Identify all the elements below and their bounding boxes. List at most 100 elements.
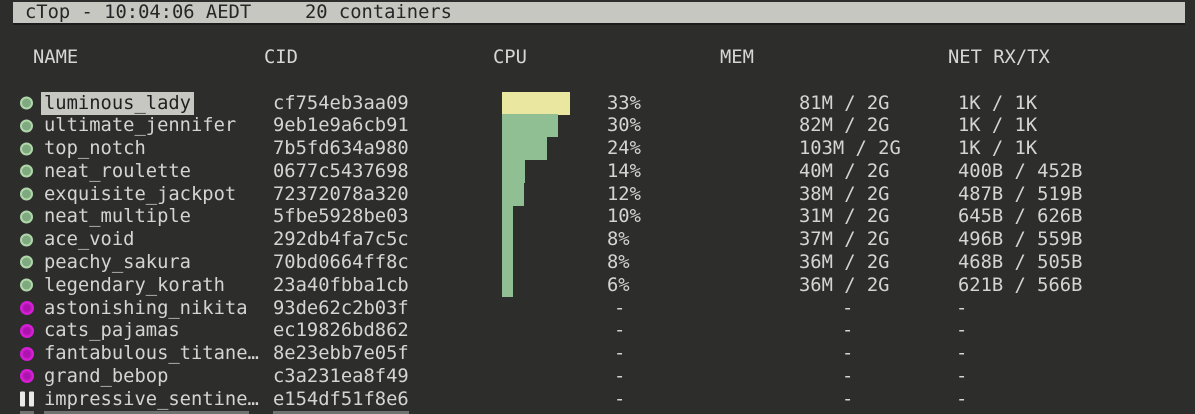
container-name: grand_bebop [44, 365, 169, 387]
container-name: peachy_sakura [44, 251, 191, 273]
column-header-cpu: CPU [493, 47, 527, 68]
top-status-bar: cTop - 10:04:06 AEDT 20 containers [13, 2, 1185, 25]
container-name: cats_pajamas [44, 320, 180, 342]
container-row[interactable]: astonishing_nikita 93de62c2b03f - - - [0, 297, 1195, 320]
status-icon-exited [20, 369, 34, 384]
mem-value: 37M / 2G [799, 229, 890, 251]
status-icon-running [20, 96, 33, 110]
container-name: astonishing_nikita [44, 297, 248, 319]
container-cid: 93de62c2b03f [273, 297, 409, 319]
container-cid: 7b5fd634a980 [273, 138, 409, 160]
cpu-value: 6% [607, 274, 630, 296]
status-icon-running [20, 278, 33, 292]
container-row[interactable]: neat_roulette 0677c5437698 14% 40M / 2G 400B… [0, 159, 1195, 183]
container-cid: 292db4fa7c5c [273, 229, 409, 251]
container-row[interactable]: grand_bebop c3a231ea8f49 - - - [0, 365, 1195, 388]
container-cid: ec19826bd862 [273, 320, 409, 342]
net-value: 645B / 626B [958, 206, 1083, 228]
container-cid: 70bd0664ff8c [273, 251, 409, 273]
net-value: 1K / 1K [958, 115, 1038, 137]
status-icon-running [20, 164, 33, 178]
container-name: ace_void [44, 229, 135, 251]
status-icon-running [20, 210, 33, 224]
column-header-netrxtx: NET RX/TX [948, 47, 1050, 68]
net-value: 468B / 505B [958, 251, 1083, 273]
cpu-value-empty: - [614, 388, 626, 410]
status-icon-exited [20, 346, 34, 361]
mem-value: 82M / 2G [799, 115, 890, 137]
cpu-bar [502, 228, 513, 252]
net-value: 400B / 452B [958, 160, 1083, 182]
mem-value: 103M / 2G [799, 138, 901, 160]
container-cid: e154df51f8e6 [273, 388, 409, 410]
cpu-value: 10% [607, 206, 641, 228]
net-value: 1K / 1K [958, 92, 1038, 114]
column-header-mem: MEM [720, 47, 754, 68]
container-row[interactable]: top_notch 7b5fd634a980 24% 103M / 2G 1K / 1K [0, 137, 1195, 161]
container-row[interactable]: luminous_lady cf754eb3aa09 33% 81M / 2G 1K /… [0, 91, 1195, 115]
container-row[interactable]: fantabulous_titane… 8e23ebb7e05f - - - [0, 342, 1195, 365]
container-cid: 9eb1e9a6cb91 [273, 115, 409, 137]
cpu-value: 8% [607, 229, 630, 251]
container-row[interactable]: neat_multiple 5fbe5928be03 10% 31M / 2G 645B… [0, 205, 1195, 229]
net-value-empty: - [956, 365, 968, 387]
mem-value: 40M / 2G [799, 160, 890, 182]
status-icon-running [20, 187, 33, 201]
container-row[interactable]: ultimate_jennifer 9eb1e9a6cb91 30% 82M / 2G… [0, 114, 1195, 138]
container-name: ultimate_jennifer [44, 115, 237, 137]
mem-value-empty: - [842, 388, 854, 410]
cpu-value-empty: - [614, 297, 626, 319]
container-name: neat_roulette [44, 160, 191, 182]
status-icon-exited [20, 323, 34, 338]
cpu-value-empty: - [614, 343, 626, 365]
cpu-value: 24% [607, 138, 641, 160]
cpu-value: 12% [607, 183, 641, 205]
container-row[interactable]: cats_pajamas ec19826bd862 - - - [0, 319, 1195, 342]
cpu-value: 8% [607, 251, 630, 273]
status-icon-running [20, 119, 33, 133]
cpu-value: 33% [607, 92, 641, 114]
column-header-cid: CID [264, 47, 298, 68]
status-icon-running [20, 142, 33, 156]
cpu-bar [502, 250, 513, 274]
cpu-bar [502, 91, 570, 115]
clipped-next-row-cid [273, 411, 409, 414]
net-value-empty: - [956, 388, 968, 410]
container-row[interactable]: peachy_sakura 70bd0664ff8c 8% 36M / 2G 468B … [0, 250, 1195, 274]
container-row[interactable]: ace_void 292db4fa7c5c 8% 37M / 2G 496B / 559… [0, 228, 1195, 252]
app-title-clock: cTop - 10:04:06 AEDT [25, 2, 252, 23]
container-cid: cf754eb3aa09 [273, 92, 409, 114]
container-cid: 72372078a320 [273, 183, 409, 205]
cpu-value-empty: - [614, 320, 626, 342]
mem-value-empty: - [842, 365, 854, 387]
container-cid: 23a40fbba1cb [273, 274, 409, 296]
cpu-bar [502, 182, 524, 206]
mem-value-empty: - [842, 343, 854, 365]
status-icon-exited [20, 301, 34, 316]
container-name: neat_multiple [44, 206, 191, 228]
cpu-value: 30% [607, 115, 641, 137]
net-value: 487B / 519B [958, 183, 1083, 205]
container-cid: 5fbe5928be03 [273, 206, 409, 228]
container-cid: 0677c5437698 [273, 160, 409, 182]
container-row[interactable]: legendary_korath 23a40fbba1cb 6% 36M / 2G 62… [0, 273, 1195, 297]
container-cid: 8e23ebb7e05f [273, 343, 409, 365]
net-value-empty: - [956, 343, 968, 365]
cpu-value-empty: - [614, 365, 626, 387]
mem-value: 31M / 2G [799, 206, 890, 228]
net-value: 496B / 559B [958, 229, 1083, 251]
container-row[interactable]: exquisite_jackpot 72372078a320 12% 38M / 2G… [0, 182, 1195, 206]
container-cid: c3a231ea8f49 [273, 365, 409, 387]
container-name: impressive_sentine… [44, 388, 259, 410]
container-row[interactable]: impressive_sentine… e154df51f8e6 - - - [0, 388, 1195, 411]
net-value-empty: - [956, 320, 968, 342]
status-icon-paused [20, 391, 34, 407]
status-icon-running [20, 233, 33, 247]
cpu-bar [502, 273, 513, 297]
cpu-value: 14% [607, 160, 641, 182]
status-icon-running [20, 255, 33, 269]
mem-value: 81M / 2G [799, 92, 890, 114]
cpu-bar [502, 114, 558, 138]
cpu-bar [502, 159, 525, 183]
mem-value-empty: - [842, 297, 854, 319]
